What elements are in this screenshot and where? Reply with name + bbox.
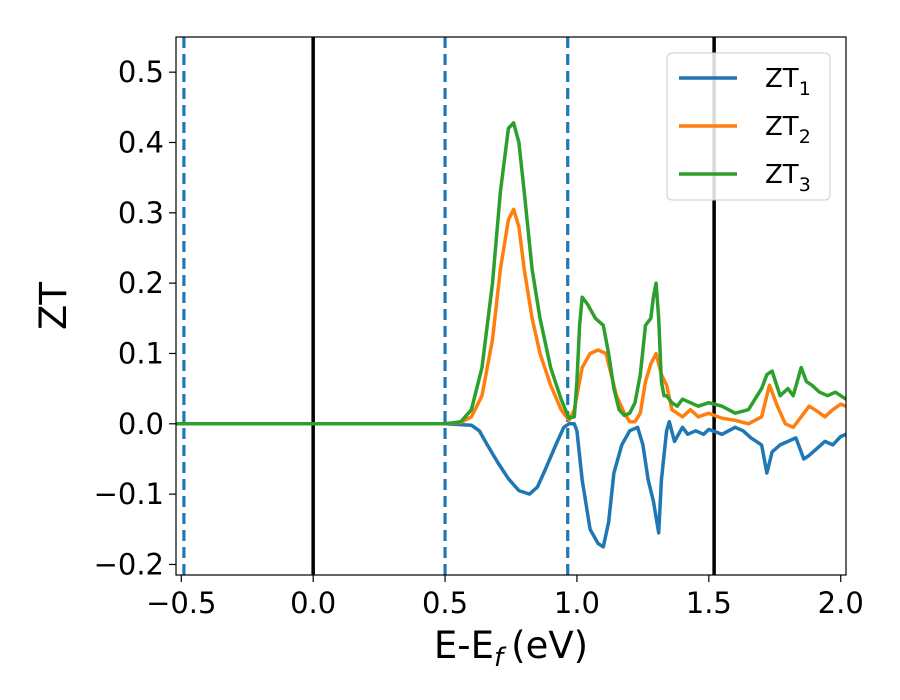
x-axis-title-sub: f (494, 643, 507, 673)
x-axis-title-main: E-E (434, 624, 494, 667)
x-tick-label: 2.0 (818, 586, 864, 620)
y-tick-label: −0.1 (94, 477, 164, 511)
x-tick-label: 0.5 (422, 586, 468, 620)
x-tick-label: 1.5 (686, 586, 732, 620)
series-line-3 (176, 121, 846, 426)
vertical-marker-lines (182, 37, 716, 575)
plot-frame (175, 36, 847, 576)
y-tick-label: 0.1 (118, 336, 164, 370)
x-tick-label: 0.0 (290, 586, 336, 620)
y-tick-label: 0.0 (118, 407, 164, 441)
y-tick-label: −0.2 (94, 547, 164, 581)
x-axis-title: E-Ef (eV) (434, 624, 588, 673)
y-tick-label: 0.2 (118, 266, 164, 300)
legend-label-3: ZT3 (765, 160, 811, 196)
y-tick-label: 0.5 (118, 55, 164, 89)
legend-label-2: ZT2 (765, 112, 811, 148)
y-axis-title: ZT (32, 282, 75, 330)
x-tick-label: 1.0 (554, 586, 600, 620)
x-tick-label: −0.5 (146, 586, 216, 620)
x-axis-ticks: −0.5 0.0 0.5 1.0 1.5 2.0 (146, 575, 864, 620)
legend: ZT1 ZT2 ZT3 (666, 52, 831, 201)
legend-box (666, 52, 831, 201)
y-axis-ticks: −0.2 −0.1 0.0 0.1 0.2 0.3 0.4 0.5 (94, 55, 176, 581)
y-tick-label: 0.3 (118, 196, 164, 230)
x-axis-title-unit: (eV) (511, 624, 588, 667)
series-line-2 (176, 207, 846, 430)
series-line-1 (176, 419, 846, 549)
series-lines (176, 121, 846, 549)
legend-label-1: ZT1 (765, 64, 811, 100)
y-tick-label: 0.4 (118, 125, 164, 159)
